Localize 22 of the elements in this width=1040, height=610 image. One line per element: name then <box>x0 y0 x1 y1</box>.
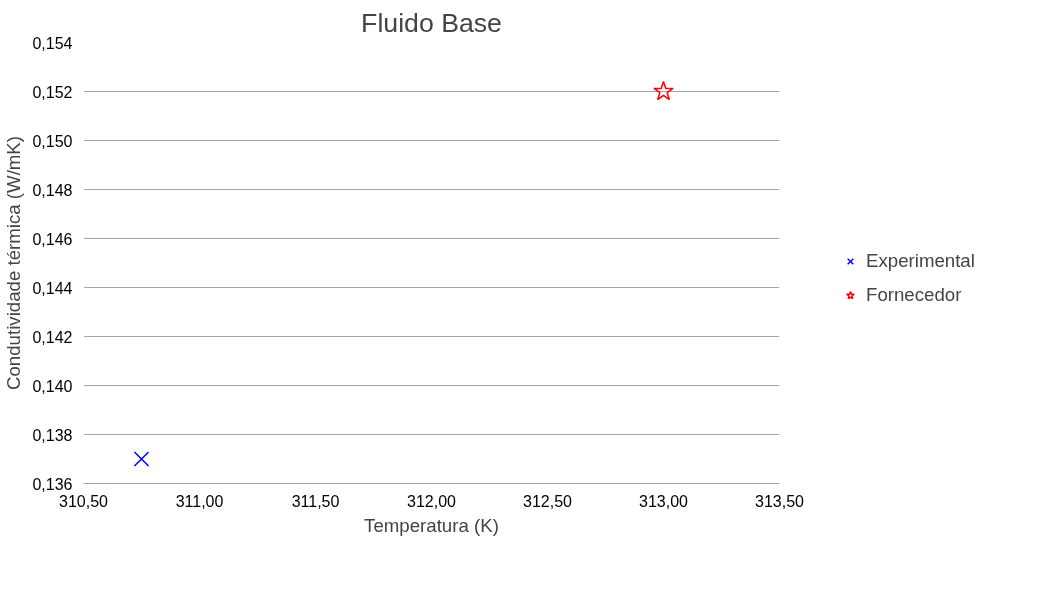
x-tick-label: 313,00 <box>639 492 689 510</box>
legend-label: Fornecedor <box>866 284 962 306</box>
x-tick-label: 312,50 <box>523 492 573 510</box>
y-tick-label: 0,144 <box>32 279 73 297</box>
y-tick-label: 0,136 <box>32 475 73 493</box>
y-tick-label: 0,150 <box>32 132 73 150</box>
y-tick-label: 0,142 <box>32 328 73 346</box>
y-tick-label: 0,154 <box>32 34 73 52</box>
y-tick-label: 0,152 <box>32 83 73 101</box>
y-tick-label: 0,146 <box>32 230 73 248</box>
y-tick-label: 0,148 <box>32 181 73 199</box>
x-tick-label: 313,50 <box>755 492 805 510</box>
x-axis-title: Temperatura (K) <box>364 514 499 536</box>
x-tick-label: 312,00 <box>407 492 457 510</box>
legend-label: Experimental <box>866 250 975 272</box>
y-tick-label: 0,140 <box>32 377 73 395</box>
x-tick-label: 311,00 <box>175 492 224 510</box>
y-tick-label: 0,138 <box>32 426 73 444</box>
chart-title: Fluido Base <box>361 7 502 38</box>
x-tick-label: 311,50 <box>291 492 340 510</box>
y-axis-title: Condutividade térmica (W/mK) <box>3 135 25 390</box>
x-tick-label: 310,50 <box>59 492 109 510</box>
